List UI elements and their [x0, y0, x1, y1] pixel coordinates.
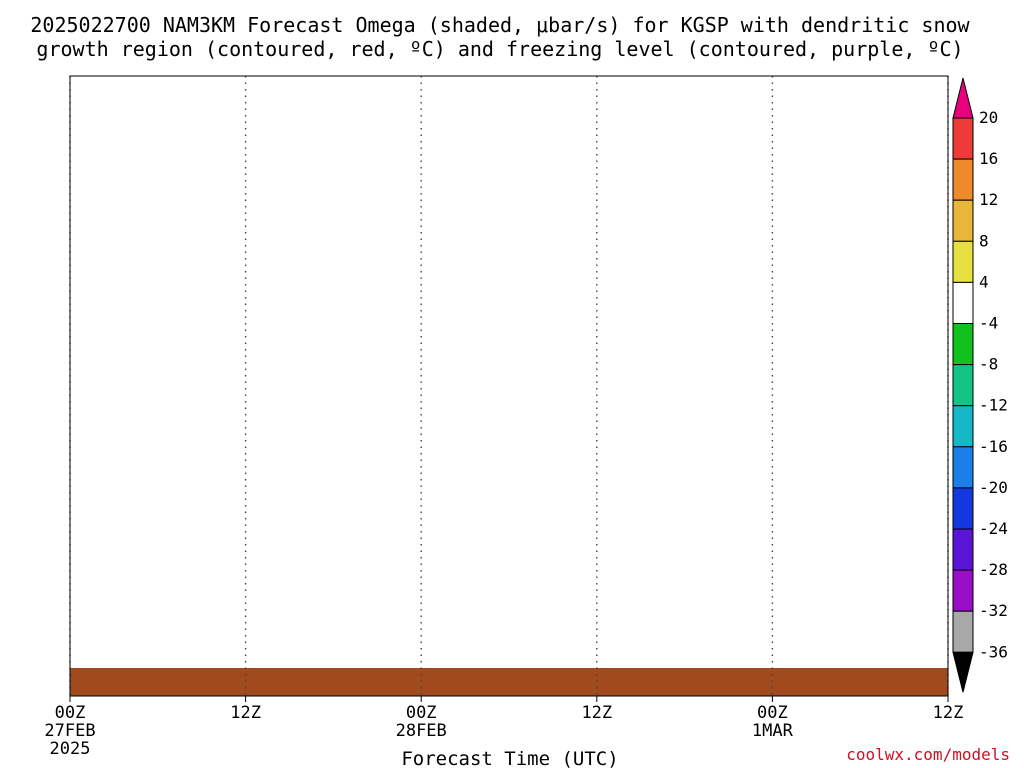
x-tick-label: 12Z	[933, 703, 964, 723]
chart-title: 2025022700 NAM3KM Forecast Omega (shaded…	[30, 13, 970, 61]
x-tick-label: 12Z	[581, 703, 612, 723]
colorbar-label: -12	[979, 396, 1008, 415]
x-axis-title: Forecast Time (UTC)	[401, 748, 618, 768]
colorbar-swatch	[952, 528, 974, 571]
x-tick-year: 2025	[50, 739, 91, 759]
ground-layer	[70, 668, 948, 696]
colorbar-label: -8	[979, 355, 998, 374]
colorbar-label: -24	[979, 519, 1008, 538]
colorbar-label: 4	[979, 272, 989, 291]
colorbar-label: -36	[979, 642, 1008, 661]
credit-text: coolwx.com/models	[846, 745, 1010, 764]
grid-lines	[69, 76, 949, 696]
colorbar-swatch	[952, 199, 974, 242]
colorbar-top-arrow	[952, 77, 974, 119]
x-tick-date: 27FEB	[44, 721, 95, 741]
x-tick-label: 00Z	[757, 703, 788, 723]
x-tick-date: 28FEB	[396, 721, 447, 741]
colorbar-swatch	[952, 610, 974, 653]
colorbar-label: 12	[979, 190, 998, 209]
x-tick-label: 12Z	[230, 703, 261, 723]
colorbar-label: -28	[979, 560, 1008, 579]
colorbar-legend: 20 16 12 8 4 -4 -8 -12 -16 -20 -24 -28 -32 -36	[952, 77, 1008, 693]
colorbar-swatch	[952, 117, 974, 160]
colorbar-swatch	[952, 240, 974, 283]
title-line-1: 2025022700 NAM3KM Forecast Omega (shaded…	[30, 13, 970, 37]
colorbar-swatch	[952, 281, 974, 324]
x-tick-label: 00Z	[406, 703, 437, 723]
colorbar-swatch	[952, 323, 974, 366]
plot-frame	[69, 75, 949, 697]
colorbar-label: -4	[979, 314, 998, 333]
colorbar-label: -32	[979, 601, 1008, 620]
colorbar-swatch	[952, 487, 974, 530]
terrain-surface	[70, 668, 948, 696]
colorbar-swatch	[952, 446, 974, 489]
x-tick-date: 1MAR	[752, 721, 794, 741]
colorbar-label: -16	[979, 437, 1008, 456]
colorbar-label: 8	[979, 231, 989, 250]
title-line-2: growth region (contoured, red, ºC) and f…	[36, 37, 963, 61]
colorbar-swatch	[952, 158, 974, 201]
colorbar-swatch	[952, 569, 974, 612]
colorbar-label: 20	[979, 108, 998, 127]
colorbar-swatch	[952, 405, 974, 448]
colorbar-label: 16	[979, 149, 998, 168]
colorbar-swatch	[952, 364, 974, 407]
colorbar-label: -20	[979, 478, 1008, 497]
colorbar-bottom-arrow	[952, 651, 974, 693]
x-tick-label: 00Z	[55, 703, 86, 723]
